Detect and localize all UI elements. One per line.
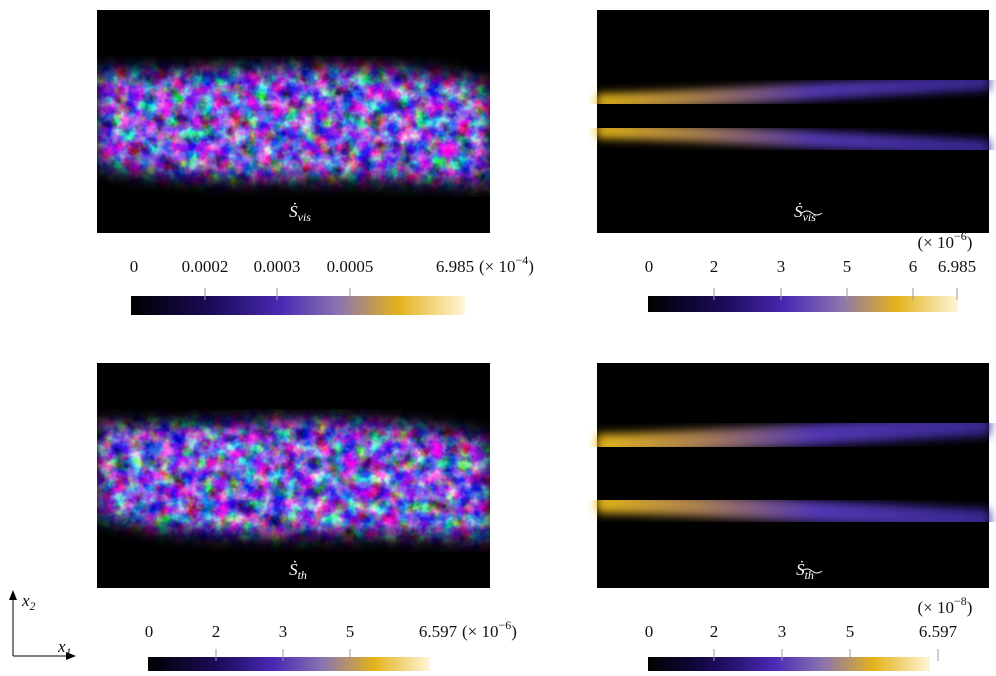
scale-prefix: (× 10 [918, 598, 955, 617]
scale-suffix: ) [967, 233, 973, 252]
mean-field-core [596, 500, 990, 522]
turbulent-field [97, 363, 490, 588]
colorbar-tick-label: 6 [909, 257, 918, 276]
axis-label-sub: 1 [66, 645, 72, 659]
colorbar-tick-label: 5 [346, 622, 355, 641]
scale-prefix: (× 10 [462, 622, 499, 641]
colorbar-tick-label: 0.0002 [182, 257, 229, 276]
colorbar [148, 657, 430, 673]
colorbar-tick-label: 2 [710, 257, 719, 276]
colorbar [131, 296, 465, 315]
scale-exponent: −8 [954, 594, 967, 608]
colorbar-tick-label: 0.0003 [254, 257, 301, 276]
label-base: Ṡ [796, 560, 805, 579]
axis-label: x1 [57, 637, 72, 659]
label-sub: vis [298, 210, 312, 224]
axis-label: x2 [21, 591, 36, 613]
field-background [597, 363, 989, 588]
mean-field-core [596, 423, 990, 447]
colorbar-scale: (× 10−8) [918, 594, 973, 617]
colorbar-tick-label: 0 [145, 622, 154, 641]
colorbar-tick-label: 0 [645, 622, 654, 641]
field-background [597, 10, 989, 233]
scale-prefix: (× 10 [479, 257, 516, 276]
colorbar [648, 296, 958, 312]
colorbar-tick-label: 6.985 [938, 257, 976, 276]
colorbar-tick-label: 0 [130, 257, 139, 276]
colorbar-tick-label: 3 [279, 622, 288, 641]
panel: Ṡvis 0 2 3 5 6 6.985 (× 10−6) [596, 10, 990, 312]
colorbar-scale: (× 10−6) [462, 618, 517, 641]
colorbar-tick-label: 3 [777, 257, 786, 276]
arrow-head [9, 590, 17, 600]
scale-suffix: ) [511, 622, 517, 641]
label-base: Ṡ [289, 202, 298, 221]
axis-label-base: x [57, 637, 66, 656]
panel: Ṡvis 0 0.0002 0.0003 0.0005 6.985 (× 10−4) [97, 10, 534, 315]
mean-field-core [596, 128, 990, 150]
colorbar-tick-label: 0 [645, 257, 654, 276]
colorbar-tick-label: 6.597 [419, 622, 458, 641]
filter-tilde [801, 568, 823, 574]
scale-exponent: −6 [954, 229, 967, 243]
scale-suffix: ) [528, 257, 534, 276]
label-base: Ṡ [289, 560, 298, 579]
colorbar-tick-label: 2 [710, 622, 719, 641]
colorbar-tick-label: 6.597 [919, 622, 958, 641]
colorbar-tick-label: 5 [843, 257, 852, 276]
panel-label: Ṡth [796, 560, 814, 582]
colorbar-tick-label: 0.0005 [327, 257, 374, 276]
panel-label: Ṡth [289, 560, 307, 582]
label-sub: th [298, 568, 307, 582]
label-base: Ṡ [794, 202, 803, 221]
label-sub: vis [803, 210, 817, 224]
scale-prefix: (× 10 [918, 233, 955, 252]
label-sub: th [805, 568, 814, 582]
panel-label: Ṡvis [289, 202, 311, 224]
scale-exponent: −6 [499, 618, 512, 632]
colorbar-scale: (× 10−4) [479, 253, 534, 276]
scale-suffix: ) [967, 598, 973, 617]
axis-label-sub: 2 [30, 599, 36, 613]
axis-label-base: x [21, 591, 30, 610]
axis-indicator: x2 x1 [9, 590, 76, 660]
turbulent-field [97, 10, 490, 233]
panel: Ṡth 0 2 3 5 6.597 (× 10−8) [596, 363, 990, 673]
colorbar-tick-label: 2 [212, 622, 221, 641]
arrow-head [66, 652, 76, 660]
colorbar-tick-label: 5 [846, 622, 855, 641]
filter-tilde [801, 210, 823, 216]
colorbar [648, 657, 930, 673]
colorbar-scale: (× 10−6) [918, 229, 973, 252]
mean-field-core [596, 80, 990, 104]
colorbar-tick-label: 3 [778, 622, 787, 641]
scale-exponent: −4 [516, 253, 529, 267]
panel: Ṡth 0 2 3 5 6.597 (× 10−6) [97, 363, 517, 673]
colorbar-tick-label: 6.985 [436, 257, 474, 276]
